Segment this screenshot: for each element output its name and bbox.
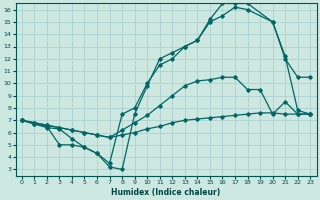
X-axis label: Humidex (Indice chaleur): Humidex (Indice chaleur) xyxy=(111,188,221,197)
